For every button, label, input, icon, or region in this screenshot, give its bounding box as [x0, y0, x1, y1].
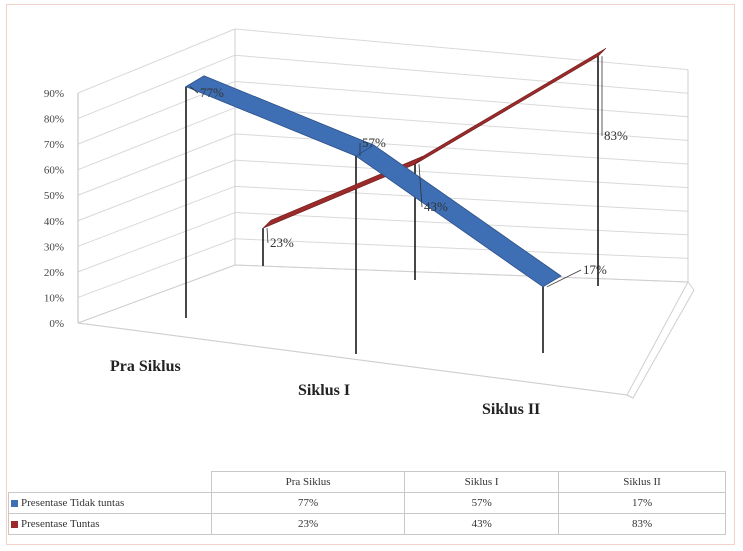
series-ribbons	[186, 48, 606, 287]
data-label: 17%	[583, 262, 607, 277]
row-label-text: Presentase Tuntas	[21, 518, 100, 530]
table-header-row: Pra Siklus Siklus I Siklus II	[9, 472, 726, 493]
category-label: Pra Siklus	[110, 358, 181, 375]
table-cell: 77%	[212, 493, 405, 514]
y-tick-label: 50%	[44, 190, 64, 202]
data-label: 23%	[270, 235, 294, 250]
y-tick-label: 20%	[44, 267, 64, 279]
table-cell: 57%	[405, 493, 559, 514]
y-tick-label: 70%	[44, 139, 64, 151]
row-label: Presentase Tuntas	[9, 514, 212, 535]
gridline	[235, 160, 688, 187]
y-tick-label: 60%	[44, 165, 64, 177]
gridline	[78, 213, 235, 272]
category-label: Siklus II	[482, 401, 540, 418]
data-label: 57%	[362, 135, 386, 150]
row-label: Presentase Tidak tuntas	[9, 493, 212, 514]
gridline	[235, 81, 688, 116]
table-cell: 23%	[212, 514, 405, 535]
row-label-text: Presentase Tidak tuntas	[21, 497, 124, 509]
category-labels: Pra Siklus Siklus I Siklus II	[110, 358, 540, 418]
table-cell: 83%	[559, 514, 726, 535]
floor	[78, 265, 688, 395]
gridline	[78, 160, 235, 221]
category-label: Siklus I	[298, 382, 350, 399]
gridline	[235, 55, 688, 93]
floor-edge	[627, 282, 694, 398]
table-cell: 17%	[559, 493, 726, 514]
gridline	[78, 108, 235, 170]
table-row: Presentase Tidak tuntas 77% 57% 17%	[9, 493, 726, 514]
table-cell: 43%	[405, 514, 559, 535]
data-label-leader	[267, 228, 268, 243]
y-tick-label: 30%	[44, 241, 64, 253]
data-label: 77%	[200, 85, 224, 100]
gridline	[235, 239, 688, 259]
y-tick-label: 80%	[44, 114, 64, 126]
y-tick-label: 0%	[49, 318, 64, 330]
legend-key-tuntas	[11, 521, 18, 528]
legend-key-tidak-tuntas	[11, 500, 18, 507]
table-row: Presentase Tuntas 23% 43% 83%	[9, 514, 726, 535]
data-label: 43%	[424, 199, 448, 214]
gridline	[78, 239, 235, 298]
gridline	[78, 186, 235, 246]
data-label: 83%	[604, 128, 628, 143]
y-tick-label: 10%	[44, 292, 64, 304]
table-corner	[9, 472, 212, 493]
ribbon-tuntas	[415, 48, 606, 164]
table-header: Pra Siklus	[212, 472, 405, 493]
y-tick-label: 40%	[44, 216, 64, 228]
gridline	[78, 134, 235, 195]
table-header: Siklus II	[559, 472, 726, 493]
y-axis-ticks: 0% 10% 20% 30% 40% 50% 60% 70% 80% 90%	[44, 88, 64, 330]
data-table: Pra Siklus Siklus I Siklus II Presentase…	[8, 471, 726, 535]
y-tick-label: 90%	[44, 88, 64, 100]
table-header: Siklus I	[405, 472, 559, 493]
gridline	[235, 29, 688, 70]
ribbon-tidak-tuntas	[356, 145, 561, 287]
